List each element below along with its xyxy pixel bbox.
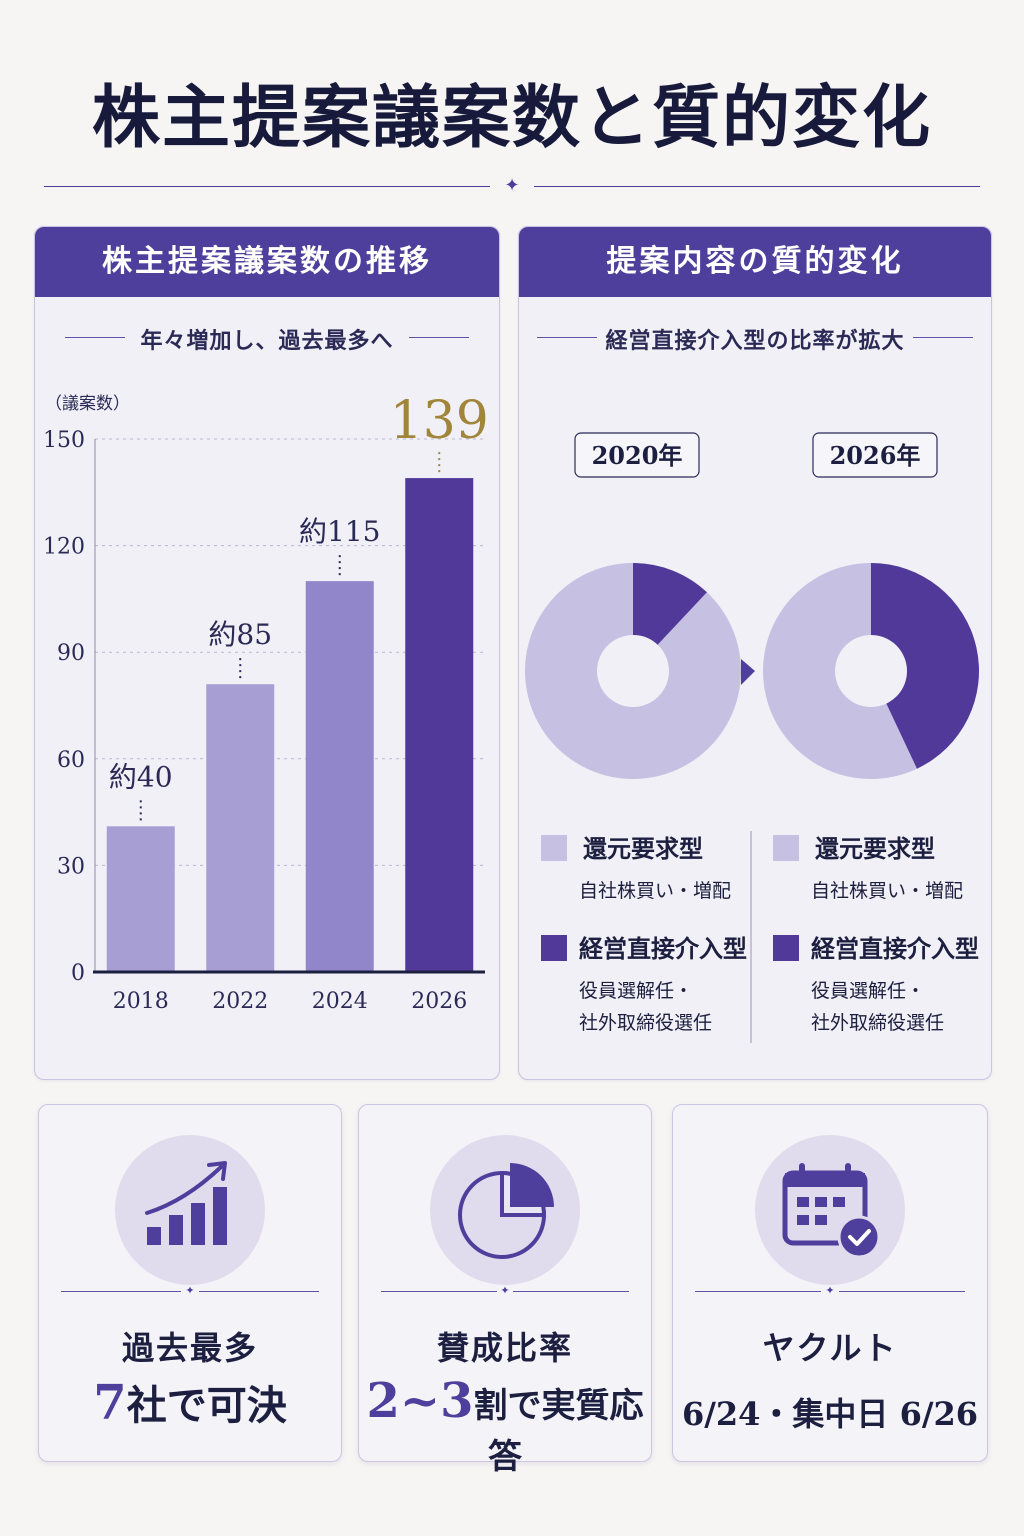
card-ornament-icon: ✦ [500,1284,510,1297]
legend-swatch [541,935,567,961]
card-value-accent: 2~3 [366,1373,474,1429]
bar-panel-subtitle: 年々増加し、過去最多へ [35,323,499,355]
data-label: 約115 [299,515,380,548]
legend-desc: 役員選解任・ [811,980,925,1002]
y-tick-label: 60 [57,748,85,773]
subtitle-rule-right [409,337,469,338]
donut-slice-dark [871,563,979,769]
card-value: 6/24・集中日 6/26 [673,1381,987,1437]
subtitle-rule-right [913,337,973,338]
card-record-approvals: ✦ 過去最多 7社で可決 [38,1104,342,1462]
card-ornament-icon: ✦ [825,1284,835,1297]
bar-chart: （議案数） 0 30 60 90 120 150 2018 約40 2022 約85 2024 約115… [43,391,489,1014]
calendar-check-icon [782,1163,881,1259]
card-heading: 過去最多 [121,1329,258,1367]
legend-name: 経営直接介入型 [579,934,747,963]
x-tick-label: 2024 [312,989,368,1014]
bar-growth-icon [145,1161,227,1245]
card-agm-dates: ✦ ヤクルト 6/24・集中日 6/26 [672,1104,988,1462]
card-approval-ratio: ✦ 賛成比率 2~3割で実質応答 [358,1104,652,1477]
year-label-box [812,432,938,478]
data-label: 139 [390,391,489,451]
legend-name: 経営直接介入型 [811,934,979,963]
y-tick-label: 0 [71,961,85,986]
legend-desc: 自社株買い・増配 [811,880,963,902]
title-divider-right [534,186,980,187]
donut-slice-light [763,563,917,780]
y-axis-label: （議案数） [45,394,130,414]
legend-desc: 社外取締役選任 [579,1012,712,1034]
data-label: 約40 [109,760,173,793]
legend-desc: 社外取締役選任 [811,1012,944,1034]
card-rule-left [61,1291,181,1292]
year-label: 2026年 [830,441,921,470]
legend-name: 還元要求型 [583,834,703,863]
card-value-rest: 6/24・集中日 6/26 [681,1395,979,1433]
y-tick-label: 90 [57,641,85,666]
card-rule-right [839,1291,965,1292]
subtitle-rule-left [537,337,597,338]
pie-icon [458,1163,554,1259]
page-title: 株主提案議案数と質的変化 [91,78,932,158]
card-ornament-icon: ✦ [185,1284,195,1297]
card-rule-right [199,1291,319,1292]
card-value: 7社で可決 [39,1373,341,1431]
bar-panel-subtitle-text: 年々増加し、過去最多へ [140,328,394,354]
card-value-rest: 社で可決 [126,1382,287,1429]
bar-chart-panel: 株主提案議案数の推移 年々増加し、過去最多へ （議案数） 0 30 60 90 120 15… [34,226,500,1080]
donut-chart-panel: 提案内容の質的変化 経営直接介入型の比率が拡大 2020年 2026年還元要求型自… [518,226,992,1080]
card-rule-right [513,1291,629,1292]
year-label-box [574,432,700,478]
card-rule-left [381,1291,497,1292]
x-tick-label: 2018 [113,989,169,1014]
legend-swatch [773,935,799,961]
title-divider-left [44,186,490,187]
y-tick-label: 120 [43,535,85,560]
legend-name: 還元要求型 [815,834,935,863]
divider-ornament-icon: ✦ [504,175,520,196]
arrow-right-icon [741,659,755,685]
bar [305,581,374,972]
donut-panel-subtitle: 経営直接介入型の比率が拡大 [519,323,991,355]
card-value: 2~3割で実質応答 [359,1373,651,1478]
bar [206,684,275,972]
card-heading: 賛成比率 [436,1329,573,1367]
card-rule-left [695,1291,821,1292]
donut-panel-header: 提案内容の質的変化 [519,227,991,297]
x-tick-label: 2022 [212,989,268,1014]
donut-panel-subtitle-text: 経営直接介入型の比率が拡大 [605,328,905,354]
donut-slice-light [525,563,741,779]
card-icon-bg [115,1135,265,1285]
donut-slice-dark [633,563,707,645]
legend-desc: 役員選解任・ [579,980,693,1002]
bar [106,826,175,972]
subtitle-rule-left [65,337,125,338]
donut-charts: 2020年 2026年還元要求型自社株買い・増配経営直接介入型役員選解任・社外取締… [525,432,979,1043]
y-tick-label: 150 [43,428,85,453]
year-label: 2020年 [592,441,683,470]
legend-desc: 自社株買い・増配 [579,880,731,902]
bar-panel-header: 株主提案議案数の推移 [35,227,499,297]
card-heading: ヤクルト [762,1329,898,1367]
y-tick-label: 30 [57,854,85,879]
x-tick-label: 2026 [411,989,467,1014]
bar [405,478,474,972]
data-label: 約85 [208,618,272,651]
card-value-rest: 割で実質応答 [473,1386,644,1477]
card-icon-bg [430,1135,580,1285]
legend-swatch [773,835,799,861]
legend-swatch [541,835,567,861]
card-value-accent: 7 [93,1375,127,1431]
card-icon-bg [755,1135,905,1285]
